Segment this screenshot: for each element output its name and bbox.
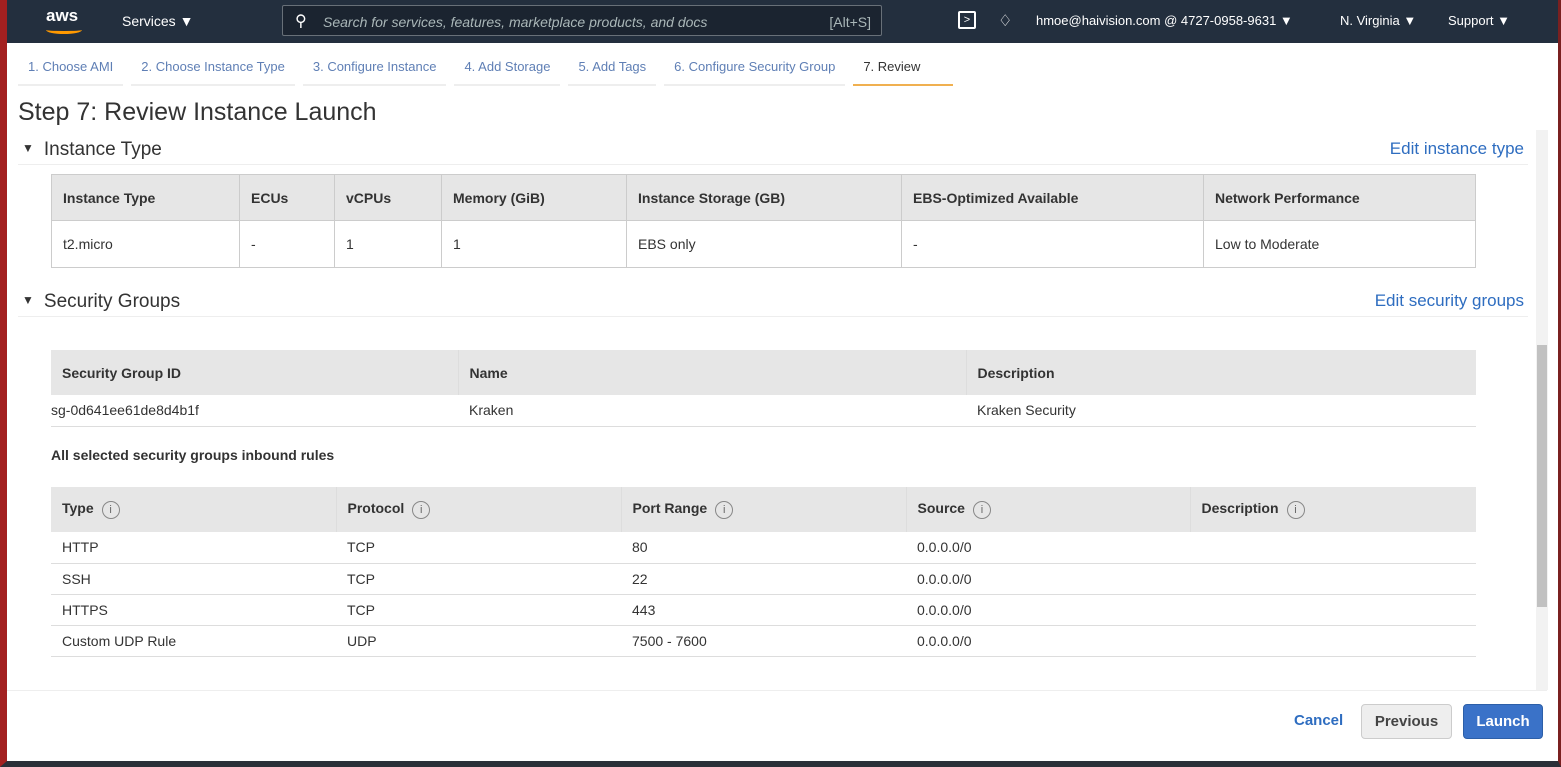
services-menu[interactable]: Services ▼	[122, 13, 194, 29]
inbound-rules-title: All selected security groups inbound rul…	[51, 447, 335, 463]
search-placeholder: Search for services, features, marketpla…	[323, 14, 708, 30]
column-header: Name	[457, 350, 966, 395]
column-header: vCPUs	[334, 174, 442, 221]
tab-review[interactable]: 7. Review	[853, 55, 954, 86]
edit-instance-type-link[interactable]: Edit instance type	[1389, 139, 1524, 158]
security-groups-section-header[interactable]: ▼ Security Groups Edit security groups	[18, 291, 1528, 317]
previous-button[interactable]: Previous	[1361, 704, 1452, 739]
cell: HTTPS	[51, 594, 336, 626]
scrollbar-thumb[interactable]	[1537, 345, 1547, 607]
footer-divider	[7, 690, 1547, 691]
cell: sg-0d641ee61de8d4b1f	[51, 395, 458, 427]
cell: 1	[334, 220, 442, 268]
tab-choose-instance-type[interactable]: 2. Choose Instance Type	[131, 55, 295, 86]
cell: EBS only	[626, 220, 902, 268]
account-menu[interactable]: hmoe@haivision.com @ 4727-0958-9631 ▼	[1036, 13, 1293, 28]
info-icon[interactable]: i	[412, 501, 431, 519]
column-header: Memory (GiB)	[441, 174, 627, 221]
cell: 0.0.0.0/0	[906, 563, 1190, 595]
aws-logo[interactable]: aws	[46, 6, 79, 25]
cell	[1190, 563, 1476, 595]
column-header: Instance Type	[51, 174, 240, 221]
cell: 80	[621, 532, 906, 564]
cell: 0.0.0.0/0	[906, 594, 1190, 626]
info-icon[interactable]: i	[715, 501, 734, 519]
region-menu[interactable]: N. Virginia ▼	[1340, 13, 1417, 28]
cell: Kraken Security	[966, 395, 1476, 427]
info-icon[interactable]: i	[1286, 501, 1305, 519]
aws-smile-icon	[46, 26, 82, 34]
column-header: Source i	[905, 487, 1190, 532]
support-menu[interactable]: Support ▼	[1448, 13, 1511, 28]
inbound-rules-table: Type i Protocol i Port Range i Source i Desc…	[51, 487, 1476, 657]
security-groups-table: Security Group ID Name Description sg-0d…	[51, 350, 1476, 427]
section-title: Instance Type	[43, 139, 162, 160]
scrollbar[interactable]	[1536, 130, 1548, 690]
cell: Custom UDP Rule	[51, 625, 336, 657]
cell	[1190, 625, 1476, 657]
table-row: t2.micro - 1 1 EBS only - Low to Moderat…	[51, 220, 1476, 268]
column-header: Security Group ID	[51, 350, 458, 395]
cell: UDP	[336, 625, 621, 657]
column-header: Instance Storage (GB)	[626, 174, 902, 221]
column-header: Port Range i	[620, 487, 906, 532]
table-row: Custom UDP Rule UDP 7500 - 7600 0.0.0.0/0	[51, 625, 1476, 657]
cell: 443	[621, 594, 906, 626]
page-title: Step 7: Review Instance Launch	[18, 98, 377, 126]
wizard-steps: 1. Choose AMI 2. Choose Instance Type 3.…	[18, 55, 954, 86]
cell: 22	[621, 563, 906, 595]
table-row: sg-0d641ee61de8d4b1f Kraken Kraken Secur…	[51, 395, 1476, 427]
column-header: Description	[965, 350, 1476, 395]
cell	[1190, 532, 1476, 564]
info-icon[interactable]: i	[972, 501, 991, 519]
tab-configure-instance[interactable]: 3. Configure Instance	[302, 55, 447, 86]
table-row: HTTP TCP 80 0.0.0.0/0	[51, 532, 1476, 564]
top-nav: aws Services ▼ ⚲ Search for services, fe…	[0, 0, 1561, 43]
cell: TCP	[336, 594, 621, 626]
cell: Kraken	[458, 395, 966, 427]
tab-add-tags[interactable]: 5. Add Tags	[568, 55, 657, 86]
cell: -	[901, 220, 1204, 268]
cell: t2.micro	[51, 220, 240, 268]
cancel-button[interactable]: Cancel	[1294, 712, 1344, 729]
table-row: HTTPS TCP 443 0.0.0.0/0	[51, 594, 1476, 626]
cloudshell-icon[interactable]: >	[958, 11, 976, 29]
bell-icon[interactable]: ♢	[998, 13, 1013, 30]
column-header: ECUs	[239, 174, 335, 221]
cell: TCP	[336, 563, 621, 595]
search-input[interactable]: ⚲ Search for services, features, marketp…	[282, 5, 882, 36]
collapse-triangle-icon: ▼	[22, 293, 34, 307]
cell: -	[239, 220, 335, 268]
cell: Low to Moderate	[1203, 220, 1476, 268]
search-icon: ⚲	[295, 13, 307, 30]
tab-add-storage[interactable]: 4. Add Storage	[454, 55, 561, 86]
column-header: EBS-Optimized Available	[901, 174, 1204, 221]
column-header: Type i	[51, 487, 336, 532]
cell: SSH	[51, 563, 336, 595]
section-title: Security Groups	[43, 291, 181, 312]
cell: 0.0.0.0/0	[906, 625, 1190, 657]
instance-type-section-header[interactable]: ▼ Instance Type Edit instance type	[18, 139, 1528, 165]
cell: 1	[441, 220, 627, 268]
collapse-triangle-icon: ▼	[22, 141, 34, 155]
info-icon[interactable]: i	[101, 501, 120, 519]
column-header: Description i	[1189, 487, 1476, 532]
column-header: Network Performance	[1203, 174, 1476, 221]
cell: 7500 - 7600	[621, 625, 906, 657]
instance-type-table: Instance Type ECUs vCPUs Memory (GiB) In…	[51, 174, 1476, 268]
cell: HTTP	[51, 532, 336, 564]
cell: TCP	[336, 532, 621, 564]
tab-choose-ami[interactable]: 1. Choose AMI	[18, 55, 124, 86]
edit-security-groups-link[interactable]: Edit security groups	[1374, 291, 1524, 310]
launch-button[interactable]: Launch	[1463, 704, 1543, 739]
cell: 0.0.0.0/0	[906, 532, 1190, 564]
table-row: SSH TCP 22 0.0.0.0/0	[51, 563, 1476, 595]
search-shortcut: [Alt+S]	[829, 14, 871, 30]
cell	[1190, 594, 1476, 626]
column-header: Protocol i	[335, 487, 621, 532]
tab-configure-security-group[interactable]: 6. Configure Security Group	[664, 55, 846, 86]
